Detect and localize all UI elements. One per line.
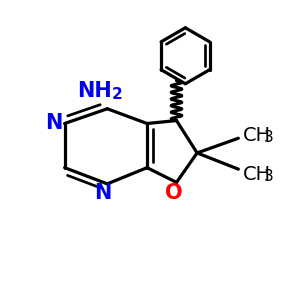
Text: 2: 2 [112,87,123,102]
Text: N: N [94,183,112,203]
Text: NH: NH [77,81,111,101]
Text: 3: 3 [264,169,274,184]
Text: 3: 3 [264,130,274,145]
Text: O: O [165,183,182,203]
Text: CH: CH [243,165,271,184]
Text: CH: CH [243,126,271,145]
Text: N: N [46,113,63,134]
